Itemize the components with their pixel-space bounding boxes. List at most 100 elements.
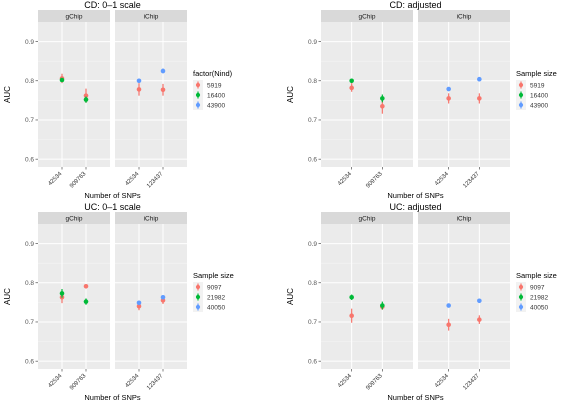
- data-point: [160, 87, 166, 93]
- legend-label: 16400: [207, 93, 225, 100]
- x-tick-label: 42534: [337, 373, 354, 390]
- series-43900: [446, 76, 482, 92]
- data-point: [380, 103, 385, 109]
- data-point: [59, 77, 65, 83]
- y-tick-label: 0.6: [25, 156, 34, 163]
- x-axis-label: Number of SNPs: [387, 191, 444, 200]
- panel-background: [321, 224, 413, 369]
- facet-strip: [418, 212, 510, 224]
- y-tick-label: 0.7: [308, 319, 317, 326]
- data-point: [83, 93, 89, 98]
- y-axis-label: AUC: [3, 86, 12, 103]
- series-16400: [59, 77, 89, 103]
- legend-title: Sample size: [516, 271, 557, 280]
- facet-label: iChip: [457, 14, 472, 21]
- x-axis-label: Number of SNPs: [84, 191, 141, 200]
- data-point: [446, 303, 451, 308]
- facet-label: gChip: [359, 216, 376, 223]
- legend-label: 21982: [530, 295, 548, 302]
- data-point: [446, 322, 451, 328]
- x-tick-label: 909763: [365, 171, 384, 190]
- legend-label: 5919: [530, 83, 545, 90]
- facet-gChip: gChip 42534 909763: [321, 212, 413, 392]
- y-tick-label: 0.7: [25, 117, 34, 124]
- data-point: [477, 317, 482, 322]
- chart-title: UC: adjusted: [389, 202, 441, 212]
- facet-iChip: iChip 42534 123437: [115, 212, 187, 392]
- panel-background: [115, 22, 187, 167]
- data-point: [477, 76, 482, 82]
- y-axis-label: AUC: [3, 288, 12, 305]
- legend-key-point: [195, 304, 201, 310]
- facet-iChip: iChip 42534 123437: [418, 212, 510, 392]
- panel-background: [38, 224, 110, 369]
- facet-strip: [321, 212, 413, 224]
- legend-label: 40050: [207, 305, 225, 312]
- chart-title: CD: 0–1 scale: [84, 0, 141, 10]
- legend-label: 5919: [207, 83, 222, 90]
- legend-key-point: [518, 284, 524, 290]
- x-tick-label: 123437: [462, 171, 481, 190]
- x-tick-label: 42534: [434, 373, 451, 390]
- y-tick-label: 0.9: [308, 241, 317, 248]
- y-tick-label: 0.8: [25, 78, 34, 85]
- facet-label: iChip: [144, 14, 159, 21]
- y-tick-label: 0.6: [308, 156, 317, 163]
- x-tick-label: 123437: [462, 373, 481, 392]
- legend: Sample size 9097 21982 40050: [516, 271, 557, 312]
- legend: Sample size 5919 16400 43900: [516, 69, 557, 110]
- legend-key-point: [195, 102, 201, 108]
- data-point: [136, 300, 142, 306]
- y-tick-label: 0.9: [25, 39, 34, 46]
- data-point: [160, 294, 166, 300]
- data-point: [477, 96, 482, 101]
- legend-title: Sample size: [516, 69, 557, 78]
- series-43900: [136, 68, 166, 84]
- facet-strip: [115, 212, 187, 224]
- legend-title: Sample size: [193, 271, 234, 280]
- y-tick-label: 0.8: [308, 78, 317, 85]
- legend-key-point: [518, 304, 524, 310]
- legend-label: 21982: [207, 295, 225, 302]
- data-point: [380, 96, 385, 101]
- x-tick-label: 909763: [69, 171, 88, 190]
- legend-label: 40050: [530, 305, 548, 312]
- panel-background: [321, 22, 413, 167]
- chart-title: UC: 0–1 scale: [84, 202, 141, 212]
- y-tick-label: 0.7: [25, 319, 34, 326]
- facet-label: gChip: [66, 216, 83, 223]
- legend-key-point: [195, 92, 201, 98]
- facet-iChip: iChip 42534 123437: [418, 10, 510, 190]
- facet-strip: [38, 212, 110, 224]
- y-axis-label: AUC: [286, 288, 295, 305]
- y-tick-label: 0.9: [308, 39, 317, 46]
- chart-2: CD: adjusted gChip 42534 909763 iChip 42534 12…: [286, 0, 557, 200]
- legend-label: 9097: [530, 285, 545, 292]
- data-point: [136, 78, 142, 84]
- x-tick-label: 123437: [146, 171, 165, 190]
- legend-title: factor(Nind): [193, 69, 233, 78]
- legend-key-point: [195, 82, 201, 88]
- x-tick-label: 42534: [124, 171, 141, 188]
- x-tick-label: 42534: [337, 171, 354, 188]
- legend-label: 9097: [207, 285, 222, 292]
- series-16400: [349, 78, 385, 103]
- legend-key-point: [195, 284, 201, 290]
- facet-iChip: iChip 42534 123437: [115, 10, 187, 190]
- y-tick-label: 0.7: [308, 117, 317, 124]
- facet-strip: [38, 10, 110, 22]
- y-tick-label: 0.8: [308, 280, 317, 287]
- data-point: [136, 303, 142, 309]
- data-point: [59, 291, 65, 296]
- legend-label: 43900: [530, 103, 548, 110]
- data-point: [349, 313, 354, 319]
- series-21982: [349, 294, 385, 310]
- panel-background: [38, 22, 110, 167]
- data-point: [380, 303, 385, 308]
- facet-strip: [418, 10, 510, 22]
- legend-key-point: [518, 102, 524, 108]
- x-tick-label: 123437: [146, 373, 165, 392]
